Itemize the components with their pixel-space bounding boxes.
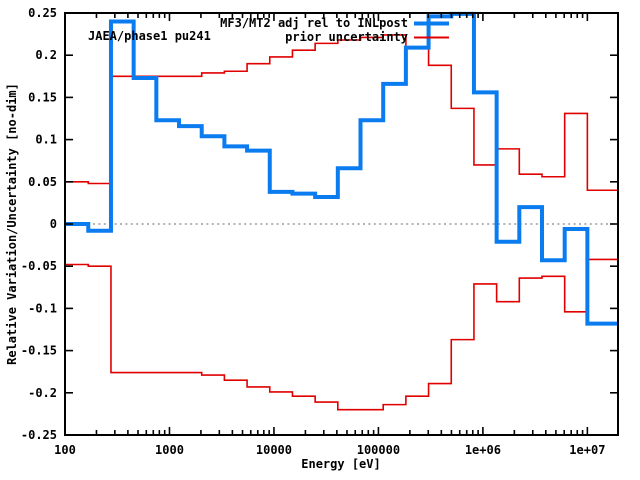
y-tick-label: -0.05	[21, 259, 57, 273]
plot-border	[64, 12, 619, 436]
y-tick-label: 0	[50, 217, 57, 231]
x-tick-label: 100	[54, 443, 76, 457]
x-tick-label: 1e+06	[465, 443, 501, 457]
x-tick-label: 1000	[155, 443, 184, 457]
y-tick-label: 0.05	[28, 175, 57, 189]
y-tick-label: -0.15	[21, 344, 57, 358]
x-tick-label: 1e+07	[569, 443, 605, 457]
legend-label-prior-uncertainty: prior uncertainty	[285, 30, 408, 44]
x-tick-label: 100000	[357, 443, 400, 457]
y-tick-label: -0.2	[28, 386, 57, 400]
y-tick-label: 0.25	[28, 6, 57, 20]
y-tick-label: 0.2	[35, 48, 57, 62]
y-axis-title: Relative Variation/Uncertainty [no-dim]	[5, 83, 19, 365]
x-tick-label: 10000	[256, 443, 292, 457]
plot-series-layer	[65, 11, 618, 411]
legend-label-adjustment: MF3/MT2 adj rel to INLpost	[220, 16, 408, 30]
plot-axes-layer: 100 1000 10000 100000 1e+06 1e+07 -0.25 -0.2 -0.…	[21, 6, 617, 457]
plot-annotation: JAEA/phase1 pu241	[88, 29, 211, 43]
y-tick-label: -0.25	[21, 428, 57, 442]
legend: MF3/MT2 adj rel to INLpost prior uncerta…	[220, 16, 449, 44]
series-prior-uncertainty-lower	[65, 258, 618, 411]
y-tick-label: -0.1	[28, 301, 57, 315]
x-axis-title: Energy [eV]	[301, 457, 380, 471]
y-tick-label: 0.1	[35, 133, 57, 147]
series-prior-uncertainty-upper	[65, 34, 618, 192]
series-mf3-mt2-adjustment	[65, 11, 618, 326]
y-tick-label: 0.15	[28, 90, 57, 104]
